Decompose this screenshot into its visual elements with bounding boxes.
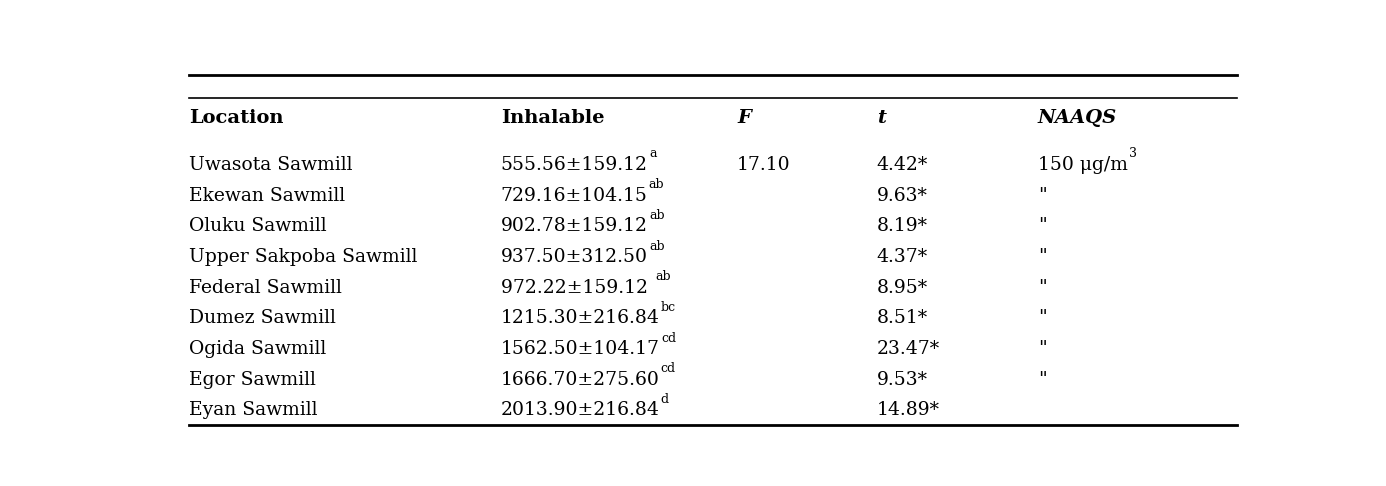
- Text: 8.51*: 8.51*: [877, 310, 929, 328]
- Text: Eyan Sawmill: Eyan Sawmill: [190, 401, 317, 419]
- Text: F: F: [737, 109, 751, 127]
- Text: Location: Location: [190, 109, 284, 127]
- Text: 2013.90±216.84: 2013.90±216.84: [500, 401, 660, 419]
- Text: Ogida Sawmill: Ogida Sawmill: [190, 340, 327, 358]
- Text: 1666.70±275.60: 1666.70±275.60: [500, 371, 660, 389]
- Text: Inhalable: Inhalable: [500, 109, 604, 127]
- Text: a: a: [649, 147, 657, 160]
- Text: 9.63*: 9.63*: [877, 187, 927, 205]
- Text: NAAQS: NAAQS: [1038, 109, 1117, 127]
- Text: 937.50±312.50: 937.50±312.50: [500, 248, 647, 266]
- Text: ": ": [1038, 340, 1046, 358]
- Text: Dumez Sawmill: Dumez Sawmill: [190, 310, 337, 328]
- Text: Egor Sawmill: Egor Sawmill: [190, 371, 316, 389]
- Text: bc: bc: [661, 301, 676, 314]
- Text: ": ": [1038, 248, 1046, 266]
- Text: t: t: [877, 109, 886, 127]
- Text: ": ": [1038, 187, 1046, 205]
- Text: 1215.30±216.84: 1215.30±216.84: [500, 310, 660, 328]
- Text: 902.78±159.12: 902.78±159.12: [500, 217, 647, 235]
- Text: 1562.50±104.17: 1562.50±104.17: [500, 340, 660, 358]
- Text: 8.95*: 8.95*: [877, 278, 929, 297]
- Text: 3: 3: [1128, 147, 1137, 160]
- Text: 150 μg/m: 150 μg/m: [1038, 156, 1128, 174]
- Text: 17.10: 17.10: [737, 156, 791, 174]
- Text: ": ": [1038, 278, 1046, 297]
- Text: 9.53*: 9.53*: [877, 371, 927, 389]
- Text: d: d: [661, 393, 669, 406]
- Text: 555.56±159.12: 555.56±159.12: [500, 156, 647, 174]
- Text: ab: ab: [649, 178, 664, 191]
- Text: Uwasota Sawmill: Uwasota Sawmill: [190, 156, 353, 174]
- Text: Upper Sakpoba Sawmill: Upper Sakpoba Sawmill: [190, 248, 417, 266]
- Text: Oluku Sawmill: Oluku Sawmill: [190, 217, 327, 235]
- Text: Federal Sawmill: Federal Sawmill: [190, 278, 342, 297]
- Text: cd: cd: [661, 331, 676, 345]
- Text: ": ": [1038, 371, 1046, 389]
- Text: 4.37*: 4.37*: [877, 248, 929, 266]
- Text: 4.42*: 4.42*: [877, 156, 929, 174]
- Text: ab: ab: [649, 240, 664, 253]
- Text: ab: ab: [656, 270, 671, 283]
- Text: 729.16±104.15: 729.16±104.15: [500, 187, 647, 205]
- Text: Ekewan Sawmill: Ekewan Sawmill: [190, 187, 345, 205]
- Text: ab: ab: [649, 209, 664, 222]
- Text: 14.89*: 14.89*: [877, 401, 940, 419]
- Text: 23.47*: 23.47*: [877, 340, 940, 358]
- Text: ": ": [1038, 310, 1046, 328]
- Text: cd: cd: [661, 362, 676, 375]
- Text: 972.22±159.12: 972.22±159.12: [500, 278, 654, 297]
- Text: ": ": [1038, 217, 1046, 235]
- Text: 8.19*: 8.19*: [877, 217, 927, 235]
